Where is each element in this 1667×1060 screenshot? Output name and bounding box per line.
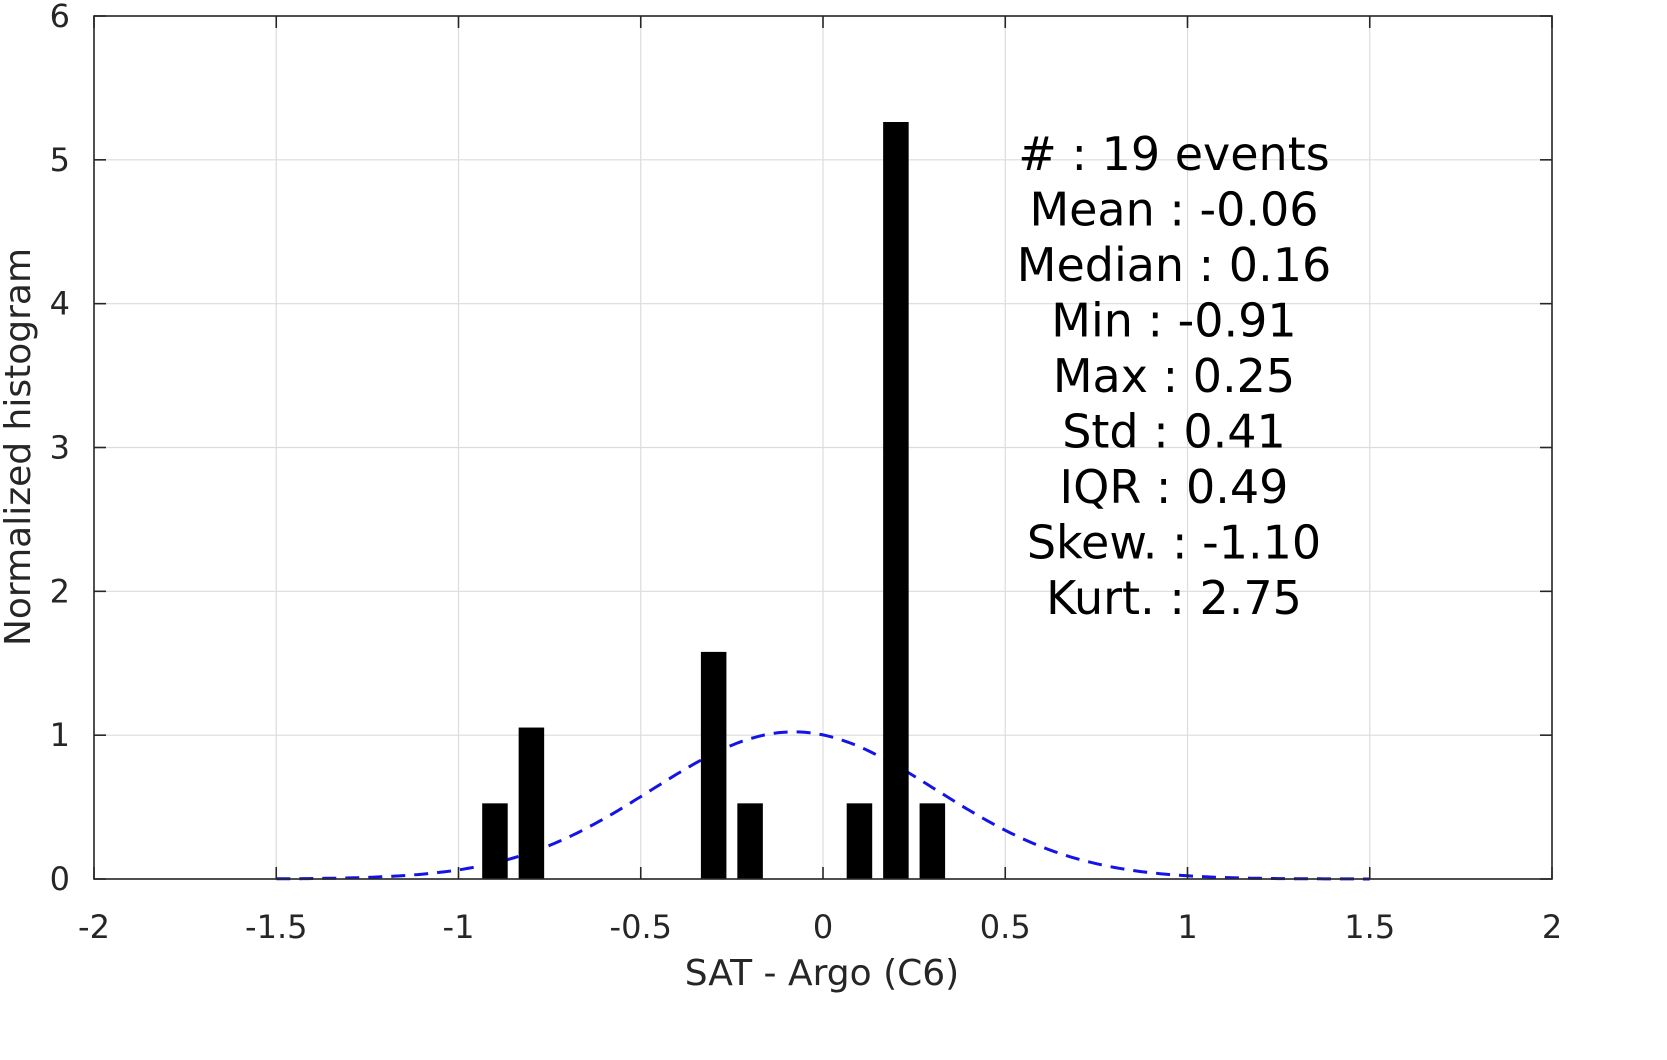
y-tick-label: 4	[50, 285, 70, 323]
histogram-bar	[883, 122, 909, 879]
x-tick-label: -1.5	[245, 908, 307, 946]
x-axis-label: SAT - Argo (C6)	[685, 953, 959, 994]
stats-line: IQR : 0.49	[1060, 460, 1289, 514]
y-tick-label: 3	[50, 429, 70, 467]
grid	[93, 15, 1553, 880]
x-tick-label: -0.5	[610, 908, 672, 946]
y-tick-label: 1	[50, 716, 70, 754]
histogram-bar	[482, 803, 508, 879]
histogram-bar	[919, 803, 946, 879]
stats-line: Std : 0.41	[1062, 405, 1286, 459]
x-tick-label: -1	[443, 908, 475, 946]
y-tick-labels: 0 1 2 3 4 5 6	[50, 0, 70, 898]
x-tick-label: 1.5	[1344, 908, 1395, 946]
histogram-bar	[518, 727, 545, 879]
x-tick-label: 0.5	[980, 908, 1031, 946]
axis-ticks	[93, 15, 1553, 880]
histogram-bar	[737, 803, 763, 879]
y-tick-label: 0	[50, 860, 70, 898]
y-axis-label: Normalized histogram	[0, 248, 39, 646]
y-tick-label: 2	[50, 572, 70, 610]
y-tick-label: 6	[50, 0, 70, 35]
x-tick-labels: -2 -1.5 -1 -0.5 0 0.5 1 1.5 2	[78, 908, 1562, 946]
histogram-bar	[700, 651, 727, 879]
stats-line: Max : 0.25	[1053, 349, 1295, 403]
bars	[482, 122, 946, 879]
y-tick-label: 5	[50, 141, 70, 179]
stats-line: # : 19 events	[1018, 127, 1329, 181]
stats-line: Min : -0.91	[1051, 294, 1296, 348]
x-tick-label: -2	[78, 908, 110, 946]
stats-line: Median : 0.16	[1017, 238, 1331, 292]
stats-line: Skew. : -1.10	[1027, 516, 1321, 570]
stats-line: Mean : -0.06	[1029, 183, 1318, 237]
x-tick-label: 0	[813, 908, 833, 946]
histogram-bar	[846, 803, 873, 879]
stats-line: Kurt. : 2.75	[1046, 571, 1302, 625]
x-tick-label: 2	[1542, 908, 1562, 946]
x-tick-label: 1	[1177, 908, 1197, 946]
